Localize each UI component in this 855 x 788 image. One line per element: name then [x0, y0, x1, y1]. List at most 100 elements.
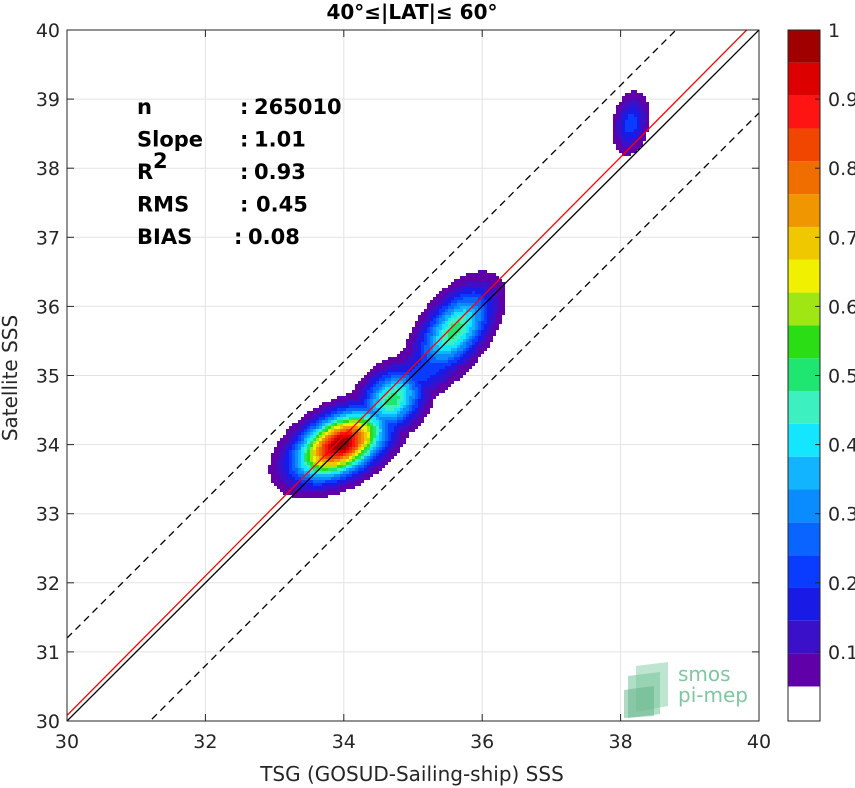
density-cell: [460, 276, 463, 279]
density-cell: [352, 480, 355, 483]
density-cell: [424, 375, 427, 378]
density-cell: [313, 486, 316, 489]
density-cell: [394, 438, 397, 441]
density-cell: [295, 495, 298, 498]
density-cell: [331, 468, 334, 471]
density-cell: [367, 447, 370, 450]
density-cell: [478, 336, 481, 339]
density-cell: [289, 444, 292, 447]
density-cell: [484, 315, 487, 318]
density-cell: [634, 117, 637, 120]
density-cell: [448, 333, 451, 336]
density-cell: [346, 456, 349, 459]
density-cell: [445, 291, 448, 294]
density-cell: [280, 450, 283, 453]
density-cell: [370, 393, 373, 396]
density-cell: [328, 486, 331, 489]
density-cell: [433, 312, 436, 315]
density-cell: [283, 489, 286, 492]
density-cell: [367, 438, 370, 441]
density-cell: [352, 450, 355, 453]
density-cell: [373, 471, 376, 474]
density-cell: [385, 399, 388, 402]
density-cell: [364, 393, 367, 396]
density-cell: [394, 423, 397, 426]
density-cell: [388, 414, 391, 417]
density-cell: [463, 276, 466, 279]
density-cell: [334, 480, 337, 483]
density-cell: [490, 303, 493, 306]
density-cell: [493, 324, 496, 327]
density-cell: [301, 495, 304, 498]
density-cell: [280, 486, 283, 489]
density-cell: [616, 126, 619, 129]
density-cell: [421, 321, 424, 324]
density-cell: [616, 117, 619, 120]
density-cell: [631, 132, 634, 135]
density-cell: [334, 471, 337, 474]
density-cell: [298, 453, 301, 456]
density-cell: [400, 369, 403, 372]
density-cell: [466, 333, 469, 336]
density-cell: [340, 429, 343, 432]
density-cell: [385, 393, 388, 396]
density-cell: [361, 450, 364, 453]
density-cell: [412, 375, 415, 378]
density-cell: [445, 321, 448, 324]
density-cell: [409, 381, 412, 384]
density-cell: [337, 459, 340, 462]
density-cell: [304, 471, 307, 474]
density-cell: [280, 489, 283, 492]
density-cell: [322, 489, 325, 492]
density-cell: [295, 465, 298, 468]
density-cell: [358, 396, 361, 399]
density-cell: [286, 480, 289, 483]
density-cell: [340, 453, 343, 456]
density-cell: [286, 459, 289, 462]
density-cell: [397, 405, 400, 408]
density-cell: [445, 330, 448, 333]
density-cell: [418, 339, 421, 342]
density-cell: [307, 468, 310, 471]
density-cell: [325, 444, 328, 447]
density-cell: [643, 123, 646, 126]
density-cell: [412, 387, 415, 390]
density-cell: [439, 384, 442, 387]
density-cell: [328, 453, 331, 456]
density-cell: [445, 354, 448, 357]
density-cell: [385, 459, 388, 462]
density-cell: [274, 462, 277, 465]
density-cell: [487, 300, 490, 303]
density-cell: [439, 297, 442, 300]
density-cell: [619, 135, 622, 138]
density-cell: [418, 378, 421, 381]
density-cell: [475, 342, 478, 345]
density-cell: [343, 438, 346, 441]
density-cell: [358, 387, 361, 390]
density-cell: [388, 384, 391, 387]
density-cell: [442, 288, 445, 291]
density-cell: [616, 129, 619, 132]
density-cell: [484, 339, 487, 342]
density-cell: [292, 468, 295, 471]
density-cell: [352, 477, 355, 480]
density-cell: [340, 435, 343, 438]
density-cell: [346, 399, 349, 402]
density-cell: [358, 402, 361, 405]
density-cell: [358, 468, 361, 471]
density-cell: [418, 336, 421, 339]
density-cell: [385, 447, 388, 450]
density-cell: [298, 435, 301, 438]
density-cell: [472, 324, 475, 327]
density-cell: [304, 450, 307, 453]
density-cell: [445, 375, 448, 378]
density-cell: [403, 384, 406, 387]
density-cell: [379, 432, 382, 435]
density-cell: [328, 474, 331, 477]
density-cell: [625, 126, 628, 129]
density-cell: [448, 294, 451, 297]
density-cell: [427, 378, 430, 381]
density-cell: [310, 411, 313, 414]
density-cell: [346, 411, 349, 414]
density-cell: [400, 387, 403, 390]
